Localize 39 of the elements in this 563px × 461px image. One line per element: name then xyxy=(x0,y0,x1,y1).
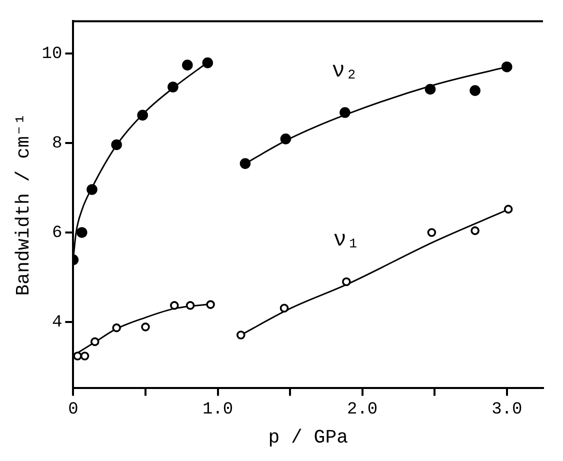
point xyxy=(206,300,215,309)
point xyxy=(141,322,150,332)
y-axis-title: Bandwidth / cm⁻¹ xyxy=(12,113,34,296)
point xyxy=(342,277,351,286)
point xyxy=(168,82,178,92)
point xyxy=(280,134,292,144)
point xyxy=(111,139,122,150)
point xyxy=(186,301,195,310)
y-tick-label: 4 xyxy=(52,314,62,332)
x-tick-label: 1.0 xyxy=(202,400,234,420)
point xyxy=(202,57,214,68)
point xyxy=(340,107,350,118)
point xyxy=(501,61,512,72)
series-label: ν₁ xyxy=(333,228,360,253)
y-tick-label: 6 xyxy=(52,224,62,243)
point xyxy=(112,323,121,332)
x-tick-label: 2.0 xyxy=(347,400,378,420)
point xyxy=(137,110,148,121)
point xyxy=(504,204,513,214)
series-label: ν₂ xyxy=(332,58,358,84)
y-tick-label: 8 xyxy=(52,134,62,154)
y-tick-label: 10 xyxy=(42,44,62,64)
point xyxy=(470,226,480,236)
point xyxy=(76,227,88,238)
point xyxy=(182,60,193,70)
point xyxy=(80,352,90,360)
point xyxy=(424,84,436,95)
point xyxy=(427,228,436,237)
x-axis-title: p / GPa xyxy=(268,426,348,449)
point xyxy=(240,158,251,169)
x-tick-label: 0 xyxy=(68,400,78,420)
point xyxy=(280,304,289,313)
point xyxy=(170,301,179,310)
point xyxy=(470,85,480,96)
point xyxy=(236,330,246,340)
point xyxy=(86,184,98,195)
point xyxy=(90,337,100,346)
x-tick-label: 3.0 xyxy=(492,400,522,420)
point xyxy=(73,352,82,360)
